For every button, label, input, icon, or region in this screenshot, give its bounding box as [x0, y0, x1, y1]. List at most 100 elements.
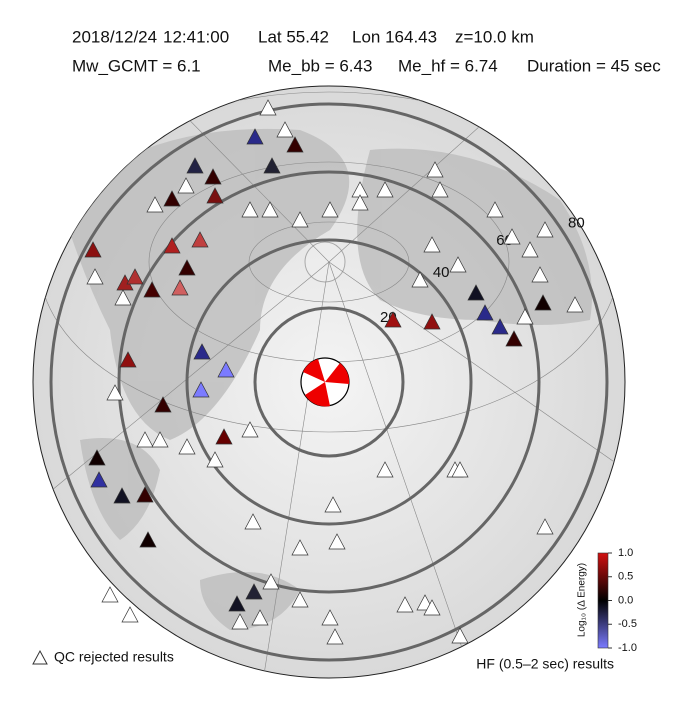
station	[246, 128, 264, 145]
station	[261, 201, 279, 218]
station	[136, 431, 154, 448]
station	[191, 231, 209, 248]
header-item: z=10.0 km	[455, 27, 534, 46]
station	[241, 201, 259, 218]
station	[206, 187, 224, 204]
station	[206, 451, 224, 468]
distance-ring	[185, 238, 473, 526]
colorbar-tick-label: 0.5	[618, 571, 633, 583]
station	[486, 201, 504, 218]
station	[531, 266, 549, 283]
station	[163, 190, 181, 207]
station	[146, 196, 164, 213]
station	[178, 259, 196, 276]
station	[231, 613, 249, 630]
colorbar-tick-label: 0.0	[618, 594, 633, 606]
station	[321, 201, 339, 218]
colorbar-tick-label: -1.0	[618, 642, 637, 654]
station	[177, 177, 195, 194]
station	[263, 157, 281, 174]
station	[228, 595, 246, 612]
station	[276, 121, 294, 138]
station	[241, 421, 259, 438]
station	[113, 487, 131, 504]
station	[476, 304, 494, 321]
station	[192, 381, 210, 398]
header-item: Duration = 45 sec	[527, 56, 661, 75]
ring-label: 40	[433, 264, 450, 281]
station	[251, 609, 269, 626]
header-item: Mw_GCMT = 6.1	[72, 56, 201, 75]
station	[215, 428, 233, 445]
colorbar-label: Log₁₀ (Δ Energy)	[577, 563, 588, 637]
station	[324, 496, 342, 513]
station	[326, 628, 344, 645]
station	[423, 313, 441, 330]
station	[423, 236, 441, 253]
station	[431, 181, 449, 198]
station	[171, 279, 189, 296]
station	[143, 281, 161, 298]
colorbar	[597, 552, 609, 649]
station	[291, 211, 309, 228]
station	[451, 627, 469, 644]
station	[101, 586, 119, 603]
header-item: 2018/12/24	[72, 27, 157, 46]
station	[491, 318, 509, 335]
beachball	[300, 357, 350, 407]
station	[136, 486, 154, 503]
station	[384, 311, 402, 328]
colorbar-tick-label: -0.5	[618, 618, 637, 630]
header-item: Lat 55.42	[258, 27, 329, 46]
station	[291, 539, 309, 556]
legend-triangle	[32, 649, 48, 665]
station	[376, 181, 394, 198]
station	[451, 461, 469, 478]
station	[328, 533, 346, 550]
station	[139, 531, 157, 548]
station	[503, 228, 521, 245]
station	[151, 431, 169, 448]
station	[106, 384, 124, 401]
station	[88, 449, 106, 466]
station	[423, 599, 441, 616]
station	[86, 268, 104, 285]
station	[286, 136, 304, 153]
header-item: Lon 164.43	[352, 27, 437, 46]
station	[84, 241, 102, 258]
legend-results: HF (0.5–2 sec) results	[476, 656, 614, 672]
ring-label: 80	[568, 214, 585, 231]
station	[154, 396, 172, 413]
station	[245, 583, 263, 600]
station	[396, 596, 414, 613]
header-item: 12:41:00	[163, 27, 229, 46]
station	[193, 343, 211, 360]
station	[467, 284, 485, 301]
distance-ring	[117, 170, 541, 594]
station	[376, 461, 394, 478]
station	[426, 161, 444, 178]
distance-ring	[49, 102, 609, 662]
station	[259, 99, 277, 116]
header-item: Me_hf = 6.74	[398, 56, 498, 75]
station	[566, 296, 584, 313]
station	[186, 157, 204, 174]
station	[204, 168, 222, 185]
station	[505, 330, 523, 347]
station	[217, 361, 235, 378]
station	[262, 573, 280, 590]
station	[534, 294, 552, 311]
station	[516, 308, 534, 325]
station	[449, 256, 467, 273]
station	[163, 237, 181, 254]
station	[126, 268, 144, 285]
station	[121, 606, 139, 623]
colorbar-tick-label: 1.0	[618, 547, 633, 559]
station	[178, 438, 196, 455]
station	[351, 194, 369, 211]
station	[521, 241, 539, 258]
station	[114, 289, 132, 306]
station	[536, 221, 554, 238]
station	[536, 518, 554, 535]
